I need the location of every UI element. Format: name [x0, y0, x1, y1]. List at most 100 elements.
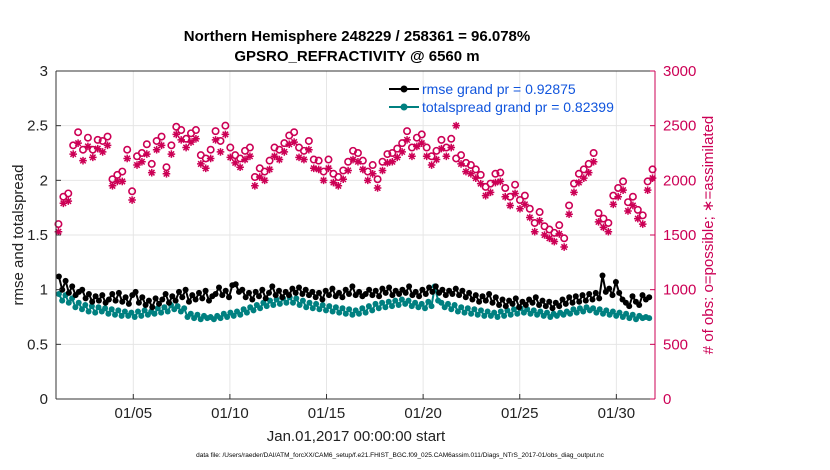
- legend-spread-marker: [400, 103, 408, 111]
- rmse-marker: [559, 296, 566, 303]
- rmse-marker: [202, 287, 209, 294]
- obs-possible-marker: [643, 177, 652, 186]
- obs-possible-marker: [177, 126, 186, 135]
- obs-assimilated-marker: [570, 188, 578, 197]
- rmse-marker: [156, 300, 162, 307]
- rmse-marker: [502, 303, 509, 310]
- rmse-marker: [496, 302, 503, 308]
- rmse-marker: [212, 291, 219, 297]
- totalspread-marker: [115, 307, 122, 314]
- obs-possible-marker: [309, 155, 318, 164]
- obs-assimilated-marker: [643, 186, 652, 194]
- obs-assimilated-marker: [270, 152, 279, 161]
- obs-assimilated-marker: [54, 227, 63, 236]
- totalspread-marker: [379, 299, 386, 306]
- rmse-marker: [512, 295, 519, 302]
- y-axis-left-label: rmse and totalspread: [10, 165, 27, 306]
- obs-assimilated-marker: [580, 174, 588, 182]
- rmse-marker: [546, 298, 553, 305]
- obs-possible-marker: [128, 187, 137, 196]
- totalspread-marker: [309, 305, 316, 312]
- obs-assimilated-marker: [629, 201, 637, 210]
- totalspread-marker: [342, 310, 349, 317]
- y-left-tick-label: 3: [40, 63, 48, 80]
- y-left-tick-label: 1: [40, 282, 48, 299]
- obs-assimilated-marker: [59, 199, 68, 208]
- totalspread-marker: [141, 307, 148, 314]
- rmse-marker: [416, 293, 423, 300]
- rmse-marker: [149, 304, 156, 311]
- rmse-marker: [186, 298, 192, 305]
- y-right-tick-label: 2500: [663, 118, 696, 135]
- rmse-marker: [259, 286, 266, 293]
- obs-assimilated-marker: [373, 184, 382, 192]
- rmse-marker: [586, 291, 593, 297]
- rmse-marker: [566, 294, 573, 301]
- obs-assimilated-marker: [69, 150, 77, 158]
- totalspread-marker: [243, 309, 250, 316]
- rmse-marker: [479, 293, 486, 300]
- obs-assimilated-marker: [241, 155, 249, 164]
- obs-possible-marker: [118, 167, 127, 176]
- y-right-tick-label: 1000: [663, 282, 696, 299]
- obs-assimilated-marker: [84, 142, 92, 151]
- obs-possible-marker: [535, 208, 544, 217]
- legend-rmse-marker: [400, 85, 408, 93]
- obs-assimilated-marker: [147, 168, 156, 177]
- obs-assimilated-series: [54, 121, 657, 251]
- rmse-marker: [379, 285, 386, 292]
- obs-assimilated-marker: [305, 145, 313, 154]
- obs-possible-marker: [152, 136, 161, 145]
- totalspread-marker: [92, 309, 99, 316]
- obs-assimilated-marker: [589, 157, 598, 166]
- rmse-marker: [95, 297, 102, 304]
- totalspread-marker: [389, 303, 395, 310]
- obs-assimilated-marker: [128, 196, 136, 204]
- obs-assimilated-marker: [594, 218, 603, 226]
- totalspread-marker: [283, 299, 290, 306]
- rmse-marker: [469, 296, 476, 303]
- rmse-marker: [242, 294, 249, 301]
- obs-assimilated-marker: [344, 166, 352, 175]
- rmse-marker: [122, 294, 129, 301]
- obs-possible-marker: [324, 155, 333, 164]
- obs-possible-marker: [574, 169, 583, 178]
- obs-assimilated-marker: [638, 220, 647, 228]
- totalspread-marker: [164, 308, 171, 315]
- totalspread-marker: [250, 307, 257, 314]
- rmse-marker: [139, 294, 146, 301]
- totalspread-marker: [88, 303, 95, 310]
- rmse-marker: [226, 294, 232, 301]
- obs-assimilated-marker: [329, 178, 338, 187]
- obs-possible-marker: [373, 175, 382, 184]
- totalspread-marker: [263, 303, 270, 310]
- obs-assimilated-marker: [408, 152, 416, 161]
- rmse-marker: [589, 296, 596, 303]
- obs-possible-marker: [437, 135, 446, 144]
- rmse-marker: [472, 292, 479, 299]
- totalspread-marker: [303, 304, 310, 311]
- obs-assimilated-marker: [89, 153, 97, 162]
- obs-possible-marker: [511, 180, 520, 189]
- rmse-marker: [639, 292, 646, 299]
- obs-assimilated-marker: [540, 231, 549, 239]
- obs-assimilated-marker: [231, 159, 240, 167]
- totalspread-marker: [230, 312, 237, 319]
- totalspread-marker: [422, 305, 428, 312]
- obs-assimilated-marker: [427, 161, 436, 169]
- obs-assimilated-marker: [103, 141, 112, 150]
- obs-possible-marker: [599, 214, 608, 223]
- totalspread-marker: [382, 304, 389, 311]
- obs-possible-marker: [191, 126, 200, 135]
- obs-assimilated-marker: [447, 143, 456, 152]
- rmse-marker: [376, 293, 383, 300]
- rmse-marker: [579, 292, 586, 299]
- obs-assimilated-marker: [432, 155, 441, 164]
- rmse-marker: [252, 288, 259, 295]
- obs-possible-marker: [157, 132, 166, 141]
- x-tick-label: 01/30: [598, 405, 636, 422]
- obs-assimilated-marker: [462, 167, 470, 176]
- rmse-marker: [292, 289, 299, 296]
- rmse-marker: [79, 286, 86, 293]
